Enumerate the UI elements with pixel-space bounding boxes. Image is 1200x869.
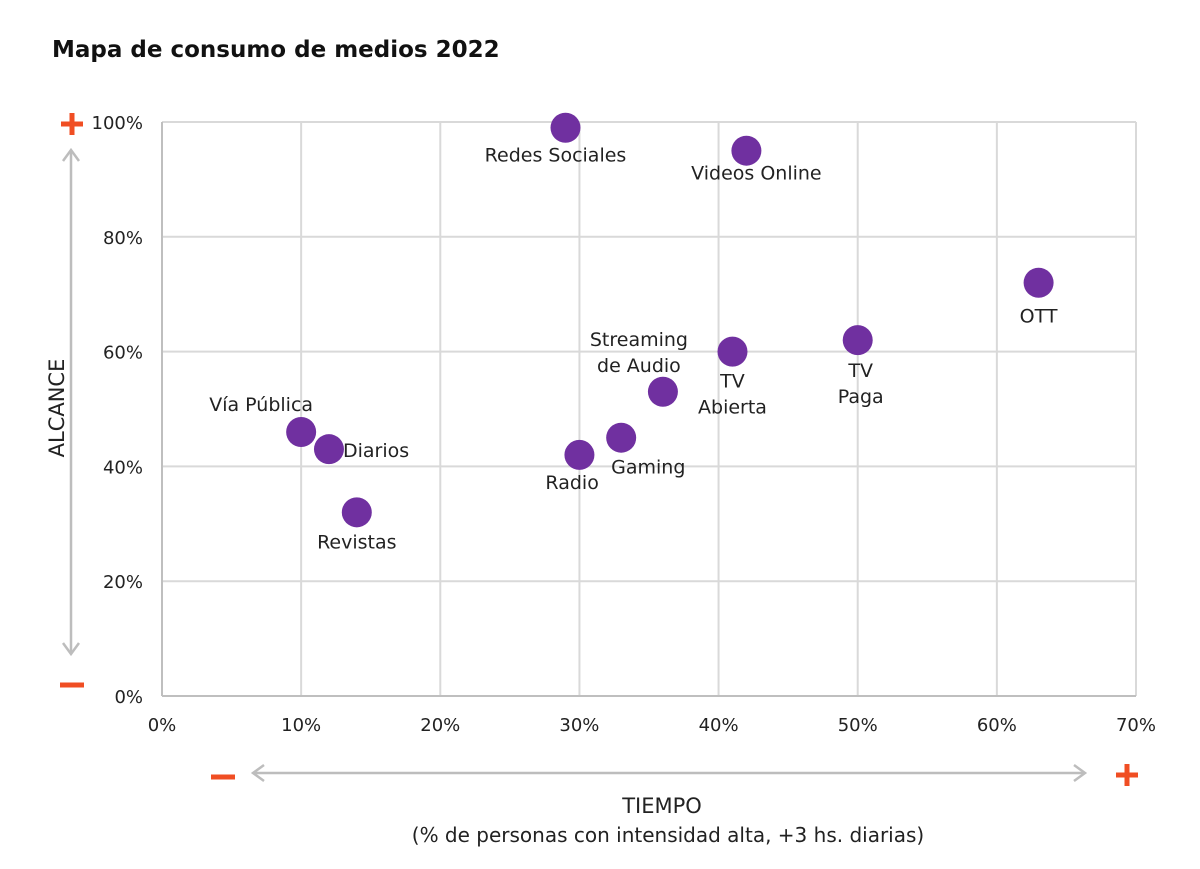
x-axis-subtitle: (% de personas con intensidad alta, +3 h…	[412, 823, 924, 847]
point-label-line: Streaming	[590, 329, 688, 351]
y-tick-labels: 0% 20% 40% 60% 80% 100%	[92, 113, 143, 708]
y-high-sign: +	[61, 113, 83, 135]
x-low-sign: −	[211, 774, 235, 780]
point-label-line: Videos Online	[691, 163, 821, 185]
x-tick-label: 40%	[699, 715, 739, 736]
point-label: TV Paga	[838, 360, 884, 408]
point-label-line: OTT	[1020, 306, 1058, 328]
point-redes-sociales	[550, 112, 581, 143]
x-tick-label: 60%	[977, 715, 1017, 736]
point-tv-paga	[842, 325, 873, 356]
point-label-line: Paga	[838, 386, 884, 408]
y-high-sign-v	[69, 113, 75, 135]
y-tick-label: 60%	[103, 343, 143, 364]
point-labels: Redes Sociales Videos Online OTT TV Paga TV Ab…	[209, 145, 1058, 554]
y-tick-label: 20%	[103, 572, 143, 593]
x-arrow-head-left	[250, 763, 265, 783]
x-low-sign-bar	[211, 774, 235, 780]
point-label: Vía Pública	[209, 394, 313, 416]
y-low-sign-bar	[60, 682, 84, 688]
y-tick-label: 100%	[92, 113, 143, 134]
point-label-line: de Audio	[597, 355, 681, 377]
point-label-line: Gaming	[611, 457, 685, 479]
point-ott	[1023, 267, 1054, 298]
point-gaming	[606, 422, 637, 453]
point-label: TV Abierta	[698, 371, 767, 419]
y-low-sign: −	[60, 682, 84, 688]
y-arrow-head-down	[61, 642, 81, 657]
x-high-sign-v	[1124, 764, 1130, 786]
point-label-line: Radio	[545, 472, 598, 494]
y-arrow-head-up	[61, 147, 81, 162]
grid-lines	[161, 121, 1137, 697]
point-label: Videos Online	[691, 163, 821, 185]
x-axis-title: TIEMPO	[621, 794, 702, 818]
y-tick-label: 40%	[103, 457, 143, 478]
point-radio	[564, 439, 595, 470]
point-revistas	[341, 497, 372, 528]
point-label-line: Revistas	[317, 531, 396, 553]
point-streaming-de-audio	[647, 376, 678, 407]
point-label: Radio	[545, 472, 598, 494]
point-label: Diarios	[343, 440, 409, 462]
point-via-publica	[286, 416, 317, 447]
x-tick-label: 10%	[281, 715, 321, 736]
x-tick-labels: 0% 10% 20% 30% 40% 50% 60% 70%	[148, 715, 1156, 736]
point-tv-abierta	[717, 336, 748, 367]
point-videos-online	[731, 135, 762, 166]
point-label-line: Diarios	[343, 440, 409, 462]
point-label-line: Abierta	[698, 397, 767, 419]
point-label-line: TV	[719, 371, 745, 393]
point-diarios	[313, 434, 344, 465]
x-tick-label: 30%	[559, 715, 599, 736]
x-high-sign: +	[1116, 764, 1138, 786]
x-tick-label: 50%	[838, 715, 878, 736]
x-tick-label: 20%	[420, 715, 460, 736]
point-label-line: Vía Pública	[209, 394, 313, 416]
point-label: Revistas	[317, 531, 396, 553]
x-arrow-head-right	[1073, 763, 1088, 783]
y-tick-label: 80%	[103, 228, 143, 249]
point-label: OTT	[1020, 306, 1058, 328]
point-label: Gaming	[611, 457, 685, 479]
chart-title: Mapa de consumo de medios 2022	[52, 37, 500, 63]
x-tick-label: 70%	[1116, 715, 1156, 736]
data-points	[286, 112, 1054, 528]
point-label-line: Redes Sociales	[485, 145, 627, 167]
y-axis-title: ALCANCE	[45, 359, 69, 458]
axis-arrows: + − − +	[60, 113, 1138, 786]
point-label-line: TV	[847, 360, 873, 382]
y-tick-label: 0%	[114, 687, 143, 708]
x-tick-label: 0%	[148, 715, 177, 736]
point-label: Redes Sociales	[485, 145, 627, 167]
point-label: Streaming de Audio	[590, 329, 688, 377]
